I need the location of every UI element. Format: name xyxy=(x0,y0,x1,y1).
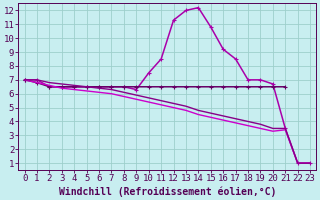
X-axis label: Windchill (Refroidissement éolien,°C): Windchill (Refroidissement éolien,°C) xyxy=(59,186,276,197)
